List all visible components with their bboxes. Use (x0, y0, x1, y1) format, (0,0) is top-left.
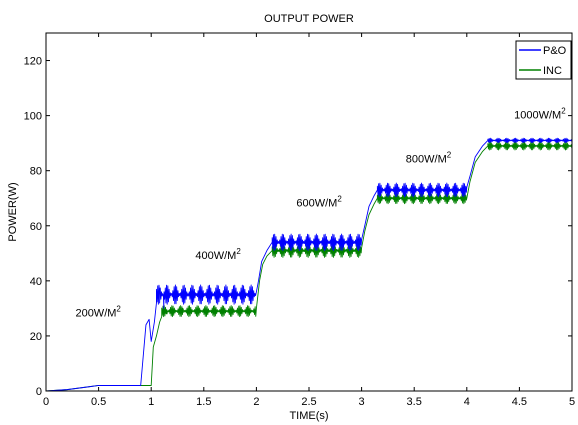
irradiance-label: 200W/M2 (75, 305, 121, 320)
irradiance-label-exponent: 2 (561, 106, 566, 115)
x-tick-label: 4.5 (512, 396, 527, 408)
legend-box (515, 40, 572, 80)
y-tick-label: 20 (30, 331, 42, 343)
irradiance-label-value: 1000W/M (514, 109, 561, 121)
x-tick-label: 2 (253, 396, 259, 408)
x-tick-label: 3 (359, 396, 365, 408)
irradiance-label: 1000W/M2 (514, 106, 566, 121)
y-tick-label: 60 (30, 221, 42, 233)
irradiance-label-value: 600W/M (296, 197, 337, 209)
y-tick-label: 40 (30, 276, 42, 288)
y-tick-label: 80 (30, 166, 42, 178)
legend: P&O INC (515, 40, 572, 80)
x-tick-label: 5 (569, 396, 575, 408)
plot-area: 0 0.5 1 1.5 2 2.5 3 3.5 4 4.5 5 0 20 40 60 80 100 120 (24, 32, 575, 408)
x-tick-label: 4 (464, 396, 470, 408)
y-tick-label: 120 (24, 56, 42, 68)
legend-label-inc: INC (543, 65, 562, 77)
irradiance-label: 600W/M2 (296, 194, 342, 209)
irradiance-label-exponent: 2 (236, 247, 241, 256)
chart-title: OUTPUT POWER (264, 13, 354, 25)
series-layer (45, 137, 573, 392)
irradiance-label-value: 800W/M (406, 153, 447, 165)
x-tick-label: 3.5 (407, 396, 422, 408)
irradiance-label-value: 200W/M (75, 308, 116, 320)
x-tick-label: 0 (43, 396, 49, 408)
x-tick-label: 0.5 (91, 396, 106, 408)
irradiance-label-value: 400W/M (195, 250, 236, 262)
irradiance-label: 400W/M2 (195, 247, 241, 262)
series-inc-line (45, 141, 573, 392)
y-axis-title: POWER(W) (7, 182, 19, 241)
irradiance-label: 800W/M2 (406, 150, 452, 165)
x-tick-label: 1 (148, 396, 154, 408)
irradiance-label-exponent: 2 (447, 150, 452, 159)
irradiance-label-exponent: 2 (116, 305, 121, 314)
y-tick-label: 0 (36, 386, 42, 398)
x-tick-label: 2.5 (301, 396, 316, 408)
irradiance-label-exponent: 2 (337, 194, 342, 203)
series-po-line (45, 137, 573, 392)
x-tick-label: 1.5 (196, 396, 211, 408)
y-tick-label: 100 (24, 111, 42, 123)
tick-layer: 0 0.5 1 1.5 2 2.5 3 3.5 4 4.5 5 0 20 40 60 80 100 120 (24, 33, 575, 408)
x-axis-title: TIME(s) (289, 410, 328, 422)
legend-label-po: P&O (543, 45, 567, 57)
